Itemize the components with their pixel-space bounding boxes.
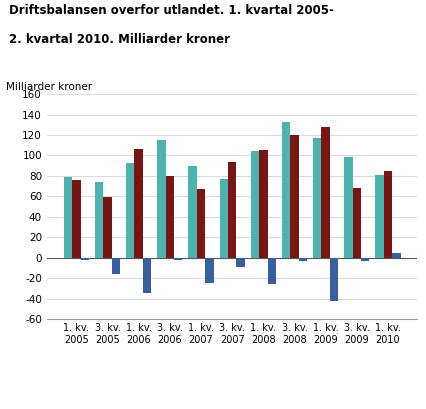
Bar: [72, 180, 81, 258]
Bar: [384, 171, 392, 258]
Bar: [259, 151, 268, 258]
Bar: [236, 258, 245, 267]
Bar: [205, 258, 213, 283]
Bar: [330, 258, 338, 301]
Bar: [219, 179, 228, 258]
Bar: [353, 188, 361, 258]
Bar: [268, 258, 276, 284]
Bar: [313, 138, 322, 258]
Bar: [126, 163, 135, 258]
Bar: [135, 149, 143, 258]
Bar: [188, 166, 197, 258]
Bar: [375, 175, 384, 258]
Bar: [103, 198, 112, 258]
Bar: [344, 157, 353, 258]
Bar: [361, 258, 369, 261]
Bar: [157, 140, 166, 258]
Bar: [166, 176, 174, 258]
Bar: [282, 122, 290, 258]
Bar: [299, 258, 307, 261]
Text: Driftsbalansen overfor utlandet. 1. kvartal 2005-: Driftsbalansen overfor utlandet. 1. kvar…: [9, 4, 334, 17]
Bar: [290, 135, 299, 258]
Bar: [143, 258, 151, 294]
Bar: [64, 177, 72, 258]
Bar: [197, 189, 205, 258]
Bar: [322, 127, 330, 258]
Bar: [392, 252, 400, 258]
Bar: [228, 162, 236, 258]
Bar: [251, 151, 259, 258]
Text: Milliarder kroner: Milliarder kroner: [6, 82, 92, 92]
Bar: [95, 182, 103, 258]
Bar: [174, 258, 182, 260]
Bar: [112, 258, 120, 274]
Text: 2. kvartal 2010. Milliarder kroner: 2. kvartal 2010. Milliarder kroner: [9, 33, 230, 46]
Bar: [81, 258, 89, 260]
